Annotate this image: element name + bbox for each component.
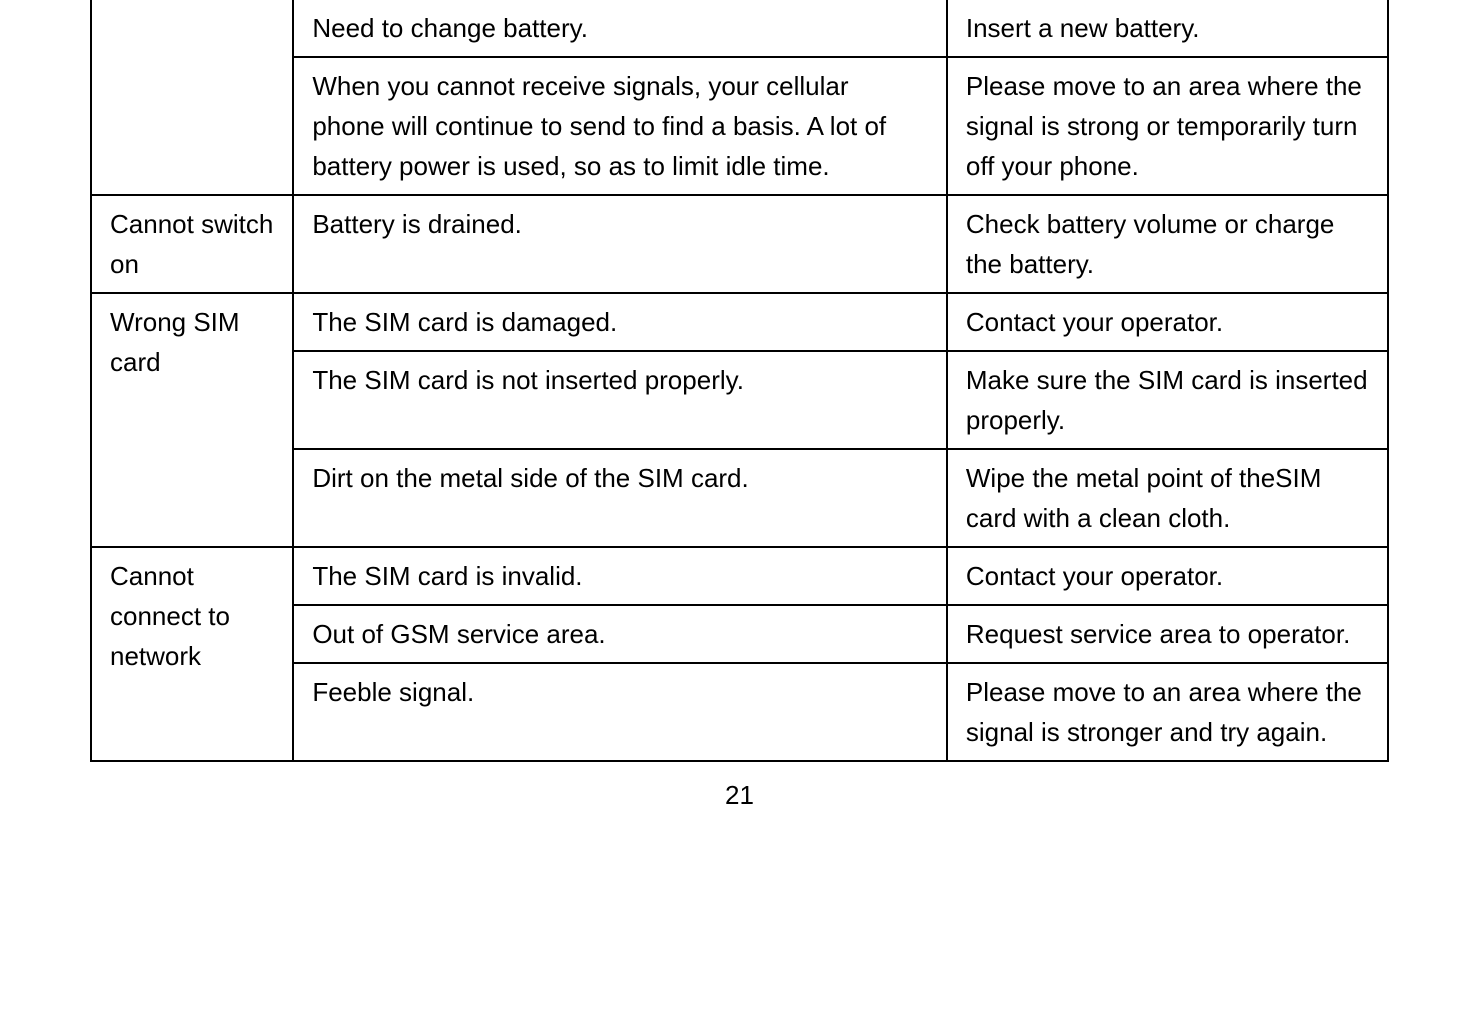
solution-cell: Contact your operator. (947, 547, 1388, 605)
solution-cell: Check battery volume or charge the batte… (947, 195, 1388, 293)
cause-cell: Need to change battery. (293, 0, 947, 57)
table-row: Cannot connect to network The SIM card i… (91, 547, 1388, 605)
solution-cell: Contact your operator. (947, 293, 1388, 351)
troubleshooting-table: Need to change battery. Insert a new bat… (90, 0, 1389, 762)
cause-cell: Out of GSM service area. (293, 605, 947, 663)
solution-cell: Insert a new battery. (947, 0, 1388, 57)
cause-cell: When you cannot receive signals, your ce… (293, 57, 947, 195)
solution-cell: Request service area to operator. (947, 605, 1388, 663)
cause-cell: Battery is drained. (293, 195, 947, 293)
page-number: 21 (90, 780, 1389, 811)
cause-cell: The SIM card is damaged. (293, 293, 947, 351)
solution-cell: Please move to an area where the signal … (947, 57, 1388, 195)
solution-cell: Wipe the metal point of theSIM card with… (947, 449, 1388, 547)
solution-cell: Make sure the SIM card is inserted prope… (947, 351, 1388, 449)
category-cell: Wrong SIM card (91, 293, 293, 547)
category-cell: Cannot switch on (91, 195, 293, 293)
cause-cell: The SIM card is invalid. (293, 547, 947, 605)
table-body: Need to change battery. Insert a new bat… (91, 0, 1388, 761)
table-row: Cannot switch on Battery is drained. Che… (91, 195, 1388, 293)
category-cell (91, 0, 293, 195)
cause-cell: Dirt on the metal side of the SIM card. (293, 449, 947, 547)
solution-cell: Please move to an area where the signal … (947, 663, 1388, 761)
cause-cell: Feeble signal. (293, 663, 947, 761)
category-cell: Cannot connect to network (91, 547, 293, 761)
table-row: Wrong SIM card The SIM card is damaged. … (91, 293, 1388, 351)
table-row: Need to change battery. Insert a new bat… (91, 0, 1388, 57)
cause-cell: The SIM card is not inserted properly. (293, 351, 947, 449)
